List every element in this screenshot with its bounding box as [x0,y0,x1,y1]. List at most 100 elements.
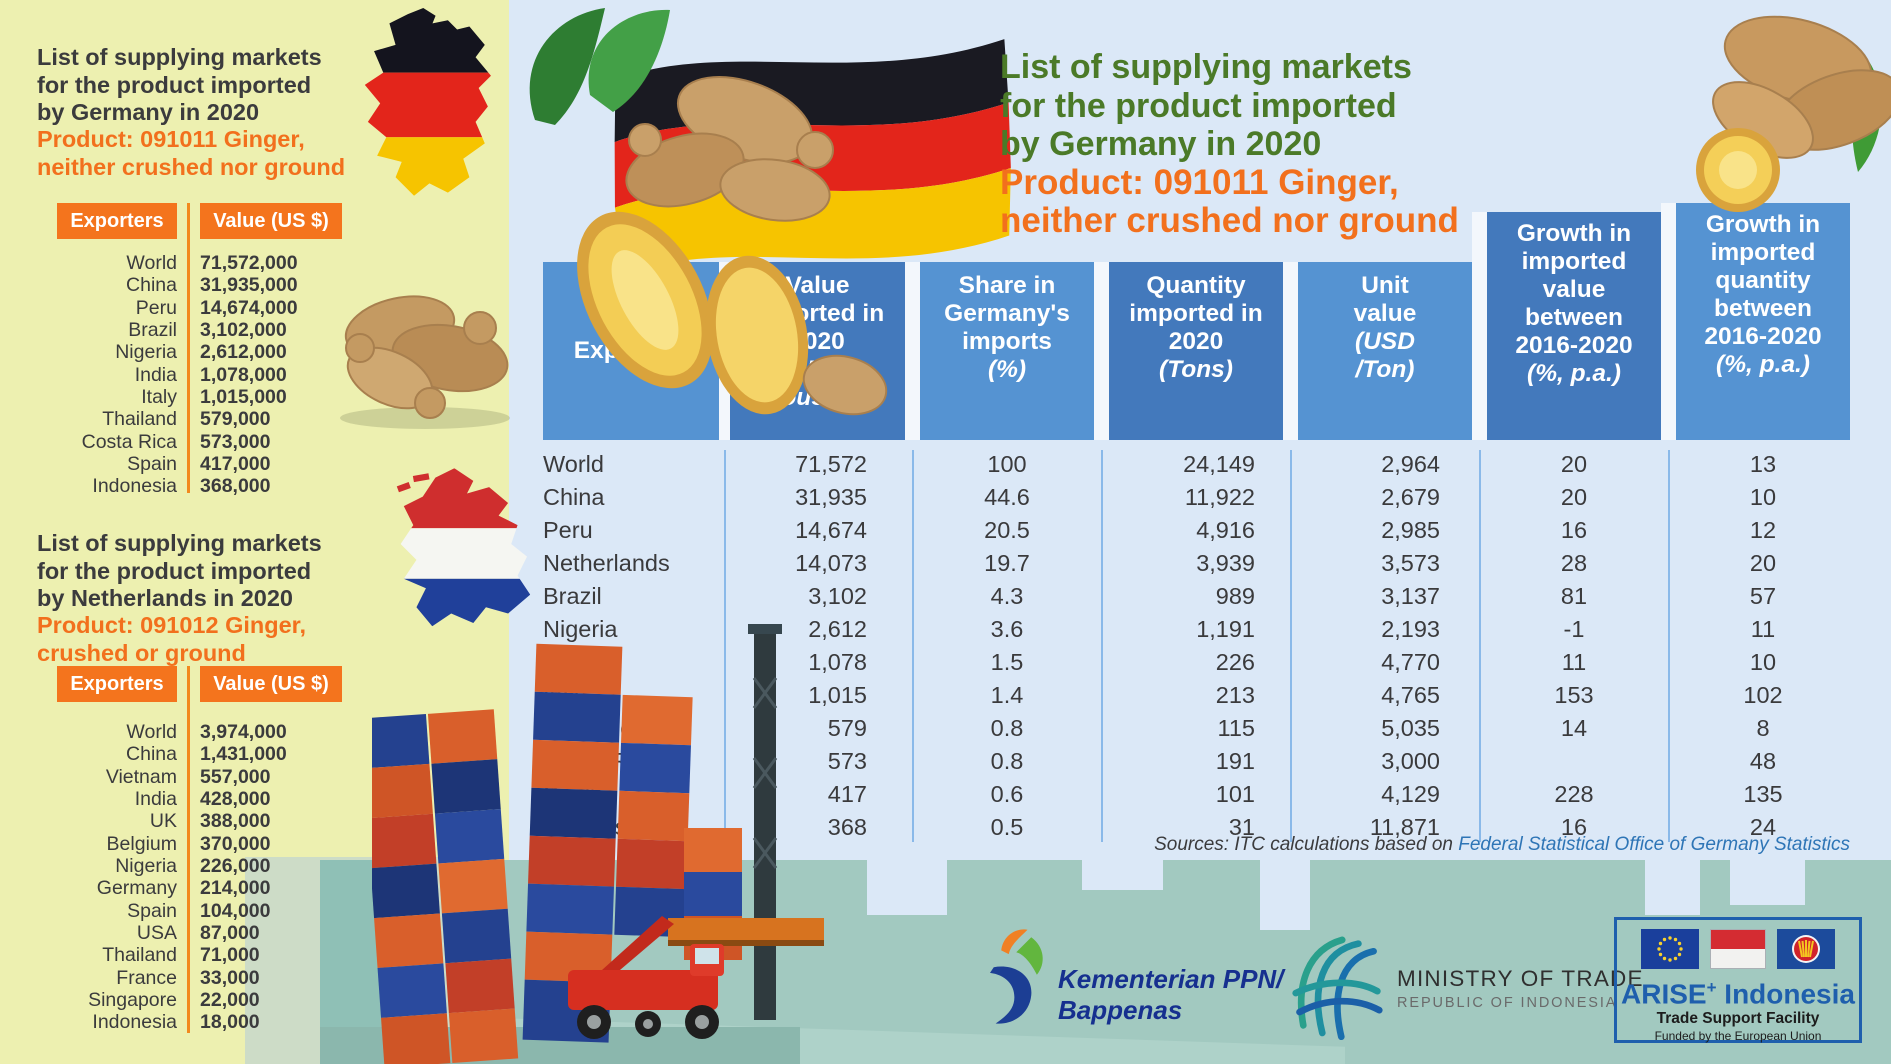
main-product-subtitle: Product: 091011 Ginger, neither crushed … [1000,163,1459,240]
cell-share: 19.7 [984,550,1030,576]
arise-logo: ARISE+ Indonesia Trade Support Facility … [1614,917,1862,1043]
cell-value: 417 [827,781,867,807]
column-separator [724,450,726,842]
exporter-value: 573,000 [200,430,271,453]
cell-growth-value: 20 [1560,451,1588,477]
cell-unit-value: 3,137 [1381,583,1440,609]
cell-exporter: Netherlands [543,550,670,576]
exporter-value: 31,935,000 [200,274,298,297]
cell-share: 20.5 [984,517,1030,543]
table-row: China 31,935,000 [0,274,509,296]
exporter-value: 104,000 [200,899,271,922]
cell-growth-value: 20 [1560,484,1588,510]
eu-flag-icon [1641,929,1699,969]
exporter-name: World [126,721,177,743]
exporter-name: Belgium [106,832,177,855]
exporter-value: 14,674,000 [200,296,298,319]
exporter-value: 33,000 [200,966,260,989]
cell-exporter: Peru [543,517,593,543]
skyline-notch [1082,860,1163,890]
table-row: UK 388,000 [0,810,509,832]
table-row: Brazil 3,102,000 [0,319,509,341]
arise-title: ARISE+ Indonesia [1621,978,1855,1010]
arise-funded: Funded by the European Union [1654,1029,1822,1044]
source-prefix: Sources: ITC calculations based on [1154,834,1459,855]
cell-unit-value: 5,035 [1381,715,1440,741]
column-separator [912,450,914,842]
exporter-value: 579,000 [200,408,271,431]
sidebar-netherlands-title: List of supplying markets for the produc… [37,530,322,611]
table-row: Nigeria 2,612 3.6 1,191 2,193 -1 11 [543,613,1850,646]
table-row: Spain 417,000 [0,453,509,475]
header-gap [1283,262,1298,440]
table-row: Belgium 370,000 [0,833,509,855]
cell-share: 0.6 [990,781,1024,807]
skyline-notch [1645,860,1700,915]
cell-quantity: 24,149 [1183,451,1255,477]
sidebar-germany-product: Product: 091011 Ginger, neither crushed … [37,126,346,180]
column-separator [1101,450,1103,842]
cell-value: 368 [827,814,867,840]
indonesia-flag-icon [1710,929,1766,969]
cell-growth-value: 153 [1554,682,1594,708]
cell-quantity: 4,916 [1196,517,1255,543]
exporter-value: 22,000 [200,989,260,1012]
exporter-name: Nigeria [115,341,177,364]
sidebar-netherlands-value-header: Value (US $) [200,666,342,702]
cell-share: 1.4 [990,682,1024,708]
cell-growth-value: 16 [1560,517,1588,543]
cell-share: 3.6 [990,616,1024,642]
ginger-photo-image [529,8,888,416]
cell-quantity: 3,939 [1196,550,1255,576]
exporter-name: Peru [135,296,177,319]
table-row: India 1,078,000 [0,364,509,386]
germany-map-image [364,8,491,196]
table-row: Thailand 579,000 [0,408,509,430]
table-row: India 428,000 [0,788,509,810]
cell-value: 31,935 [795,484,867,510]
cell-value: 1,015 [808,682,867,708]
sidebar-germany-value-header: Value (US $) [200,203,342,239]
exporter-name: China [126,274,177,297]
cell-unit-value: 2,679 [1381,484,1440,510]
arise-flags [1641,929,1835,969]
cell-unit-value: 2,193 [1381,616,1440,642]
column-header-growth-value: Growth in imported value between 2016-20… [1487,212,1661,440]
exporter-value: 226,000 [200,855,271,878]
cell-growth-quantity: 102 [1743,682,1783,708]
exporter-name: World [126,252,177,274]
exporter-name: Spain [127,899,177,922]
exporter-name: France [116,966,177,989]
exporter-value: 2,612,000 [200,341,287,364]
skyline-notch [1730,860,1805,905]
table-row: Vietnam 557,000 [0,766,509,788]
exporter-name: USA [136,922,177,945]
cell-value: 71,572 [795,451,867,477]
skyline-notch [1260,860,1310,930]
cell-growth-quantity: 135 [1743,781,1783,807]
cell-growth-value: 81 [1560,583,1588,609]
skyline-notch [867,860,947,915]
table-row: Nigeria 226,000 [0,855,509,877]
sidebar-netherlands-exporters-header: Exporters [57,666,177,702]
sidebar-netherlands-product: Product: 091012 Ginger, crushed or groun… [37,612,307,666]
sidebar-netherlands-table: World 3,974,000 China 1,431,000 Vietnam … [0,721,509,1034]
exporter-value: 87,000 [200,922,260,945]
table-row: China 1,431,000 [0,743,509,765]
cell-growth-value: 11 [1561,649,1587,675]
table-row: Nigeria 2,612,000 [0,341,509,363]
cell-exporter: Nigeria [543,616,618,642]
source-link[interactable]: Federal Statistical Office of Germany St… [1458,834,1850,855]
table-row: Italy 1,015 1.4 213 4,765 153 102 [543,679,1850,712]
cell-unit-value: 11,871 [1369,814,1440,840]
arise-facility: Trade Support Facility [1656,1010,1820,1028]
cell-unit-value: 3,573 [1381,550,1440,576]
exporter-name: Indonesia [92,475,177,498]
table-row: Peru 14,674,000 [0,297,509,319]
exporter-name: Singapore [88,989,177,1012]
cell-growth-quantity: 13 [1749,451,1777,477]
exporter-name: China [126,743,177,766]
table-row: Peru 14,674 20.5 4,916 2,985 16 12 [543,514,1850,547]
cell-unit-value: 3,000 [1381,748,1440,774]
cell-quantity: 226 [1215,649,1255,675]
